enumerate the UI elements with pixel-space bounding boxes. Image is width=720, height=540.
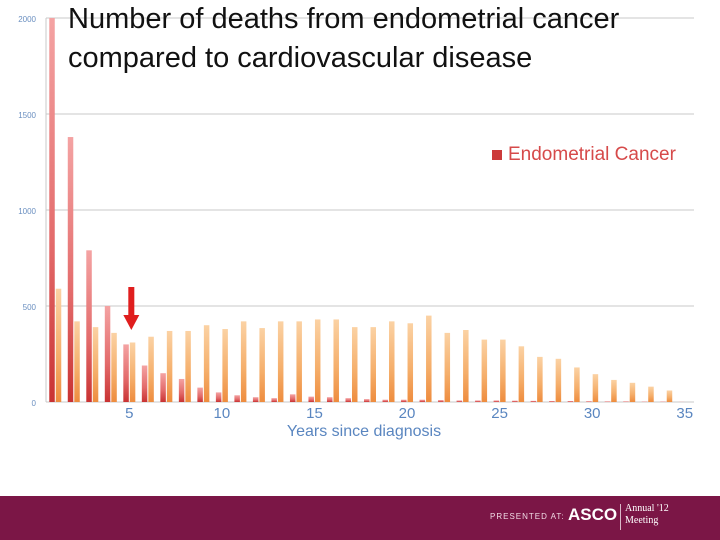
cardiovascular-bar xyxy=(92,327,99,402)
cardiovascular-bar xyxy=(148,336,154,402)
endometrial-bar xyxy=(567,401,574,402)
cardiovascular-bar xyxy=(666,390,673,402)
endometrial-bar xyxy=(530,400,537,402)
cardiovascular-bar xyxy=(555,358,562,402)
endometrial-bar xyxy=(67,137,74,403)
legend-label: Endometrial Cancer xyxy=(508,144,676,165)
endometrial-bar xyxy=(438,400,444,402)
cardiovascular-bar xyxy=(333,319,339,402)
x-tick-label: 10 xyxy=(214,405,231,422)
x-axis-label: Years since diagnosis xyxy=(287,423,441,440)
cardiovascular-bar xyxy=(500,339,506,402)
endometrial-bar xyxy=(289,394,296,402)
endometrial-bar xyxy=(549,401,555,402)
cardiovascular-bar xyxy=(203,325,210,402)
cardiovascular-bar xyxy=(55,288,62,402)
cardiovascular-bar xyxy=(407,323,414,402)
endometrial-bar xyxy=(345,398,351,402)
endometrial-bar xyxy=(104,306,111,402)
cardiovascular-bar xyxy=(314,319,321,402)
endometrial-bar xyxy=(493,400,500,402)
y-tick-label: 0 xyxy=(32,399,37,408)
x-tick-label: 35 xyxy=(676,405,693,422)
cardiovascular-bar xyxy=(592,374,599,402)
endometrial-bar xyxy=(86,250,92,402)
arrow-shaft xyxy=(128,287,135,317)
endometrial-bar xyxy=(308,396,314,402)
endometrial-bar xyxy=(215,392,222,402)
cardiovascular-bar xyxy=(74,321,80,402)
x-tick-label: 25 xyxy=(491,405,508,422)
cardiovascular-bar xyxy=(444,332,451,402)
cardiovascular-bar xyxy=(629,382,636,402)
cardiovascular-bar xyxy=(166,330,173,402)
endometrial-bar xyxy=(178,378,185,402)
cardiovascular-bar xyxy=(389,321,395,402)
cardiovascular-bar xyxy=(277,321,284,402)
y-tick-label: 1000 xyxy=(18,207,36,216)
endometrial-bar xyxy=(475,400,481,402)
endometrial-bar xyxy=(364,399,370,402)
legend: Endometrial Cancer xyxy=(492,144,676,166)
endometrial-bar xyxy=(271,398,277,402)
footer-bar xyxy=(0,496,720,540)
endometrial-bar xyxy=(326,397,333,402)
endometrial-bar xyxy=(623,401,629,402)
legend-swatch xyxy=(492,149,502,160)
cardiovascular-bar xyxy=(240,321,247,402)
cardiovascular-bar xyxy=(222,329,228,402)
endometrial-bar xyxy=(234,395,240,402)
cardiovascular-bar xyxy=(481,339,488,402)
cardiovascular-bar xyxy=(370,327,376,402)
endometrial-bar xyxy=(604,401,611,402)
endometrial-bar xyxy=(252,397,259,402)
cardiovascular-bar xyxy=(259,328,265,402)
arrow-annotation xyxy=(123,287,140,330)
arrow-head xyxy=(123,315,140,330)
cardiovascular-bar xyxy=(129,342,136,402)
presented-at-label: PRESENTED AT: xyxy=(490,512,565,521)
meeting-line-1: Annual '12 xyxy=(625,503,669,514)
endometrial-bar xyxy=(160,373,166,402)
asco-logo: ASCO xyxy=(568,505,618,524)
endometrial-bar xyxy=(49,18,55,402)
endometrial-bar xyxy=(456,400,463,402)
bar-chart: 0 500 1000 1500 2000 5 10 15 20 25 30 35 Years sinc… xyxy=(18,15,694,440)
cardiovascular-bar xyxy=(611,379,617,402)
annual-meeting-logo: Annual '12 Meeting xyxy=(625,503,669,527)
y-tick-label: 500 xyxy=(23,303,37,312)
cardiovascular-bar xyxy=(111,332,117,402)
endometrial-bar xyxy=(382,399,389,402)
endometrial-bar xyxy=(123,344,129,402)
endometrial-bar xyxy=(586,401,592,402)
x-tick-label: 20 xyxy=(399,405,416,422)
x-tick-label: 15 xyxy=(306,405,323,422)
x-tick-label: 30 xyxy=(584,405,601,422)
cardiovascular-bar xyxy=(351,327,358,402)
cardiovascular-bar xyxy=(296,321,302,402)
cardiovascular-bar xyxy=(648,386,654,402)
meeting-line-2: Meeting xyxy=(625,515,659,526)
chart-title: Number of deaths from endometrial cancer… xyxy=(68,3,620,74)
cardiovascular-bar xyxy=(518,346,525,402)
endometrial-bar xyxy=(197,387,203,402)
footer-divider xyxy=(620,504,621,530)
endometrial-bar xyxy=(419,399,426,402)
x-tick-label: 5 xyxy=(125,405,133,422)
endometrial-bar xyxy=(141,365,148,402)
cardiovascular-bar xyxy=(574,367,580,402)
y-tick-label: 1500 xyxy=(18,111,36,120)
endometrial-bar xyxy=(512,400,518,402)
cardiovascular-bar xyxy=(537,356,543,402)
cardiovascular-bar xyxy=(426,315,432,402)
endometrial-bar xyxy=(401,399,407,402)
cardiovascular-bar xyxy=(463,330,469,402)
y-tick-label: 2000 xyxy=(18,15,36,24)
cardiovascular-bar xyxy=(185,330,191,402)
